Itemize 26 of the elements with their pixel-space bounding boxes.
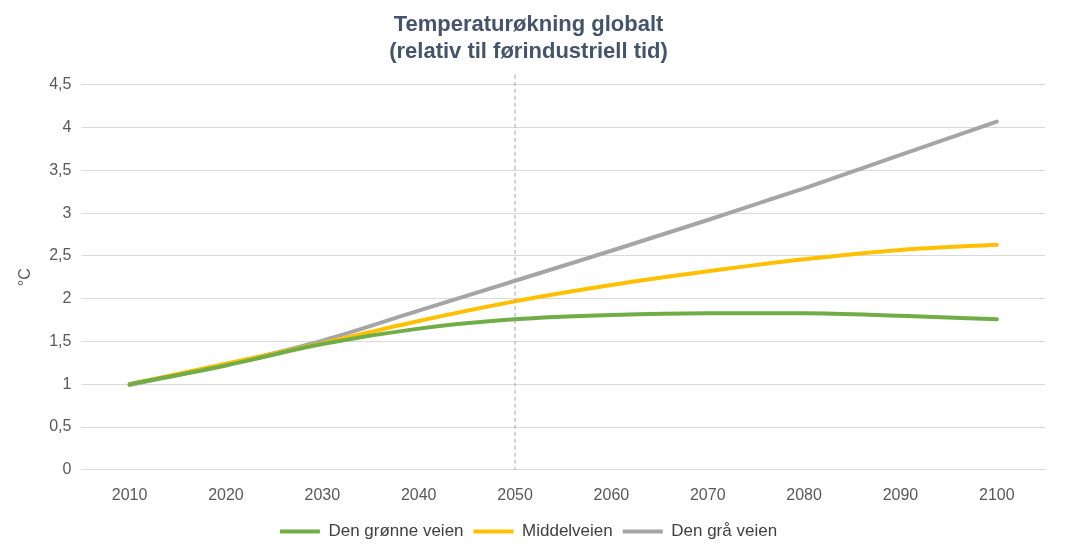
y-tick-label: 2 xyxy=(62,289,72,307)
legend-label: Middelveien xyxy=(522,521,613,541)
x-tick-label: 2040 xyxy=(400,485,437,503)
legend-label: Den grønne veien xyxy=(328,521,464,541)
legend-label: Den grå veien xyxy=(671,521,778,541)
x-tick-label: 2050 xyxy=(497,485,533,503)
x-tick-label: 2090 xyxy=(882,485,919,503)
x-tick-label: 2100 xyxy=(979,485,1015,503)
y-axis-title: °C xyxy=(16,268,34,287)
x-tick-label: 2030 xyxy=(304,485,341,503)
y-tick-label: 0 xyxy=(62,460,72,478)
y-tick-label: 1 xyxy=(62,374,72,392)
y-tick-label: 3 xyxy=(62,203,72,221)
x-tick-label: 2010 xyxy=(111,485,148,503)
line-series xyxy=(127,311,999,387)
x-tick-label: 2060 xyxy=(593,485,630,503)
x-tick-label: 2070 xyxy=(689,485,726,503)
y-tick-label: 1,5 xyxy=(49,331,72,349)
y-tick-label: 0,5 xyxy=(49,417,72,435)
y-tick-label: 4,5 xyxy=(49,75,72,93)
x-tick-label: 2020 xyxy=(208,485,244,503)
x-tick-label: 2080 xyxy=(786,485,823,503)
y-tick-label: 4 xyxy=(62,117,72,135)
y-tick-label: 3,5 xyxy=(49,160,72,178)
chart-title: Temperaturøkning globalt (relativ til førindustriell tid) xyxy=(389,11,668,63)
y-tick-label: 2,5 xyxy=(49,246,72,264)
